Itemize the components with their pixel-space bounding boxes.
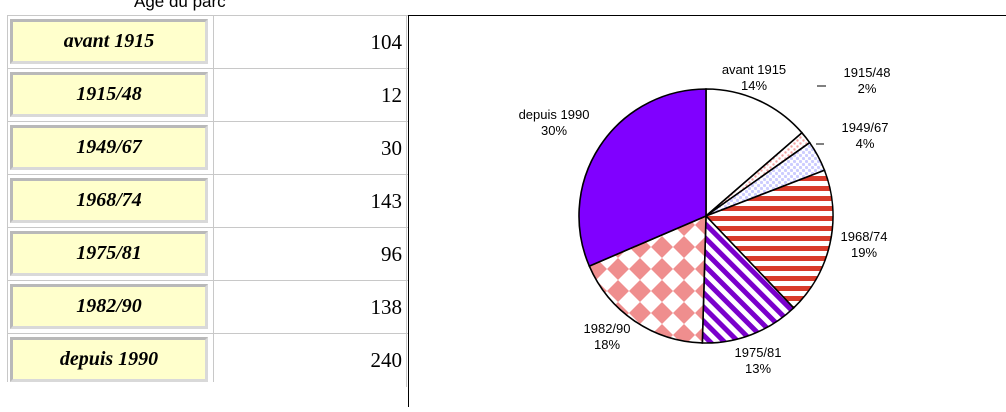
pie-chart: avant 191514%1915/482%1949/674%1968/7419… — [409, 16, 1006, 407]
slice-percent-label: 2% — [858, 81, 877, 96]
slice-category-label: depuis 1990 — [519, 107, 590, 122]
slice-percent-label: 30% — [541, 123, 567, 138]
table-row: 1968/74 143 — [7, 175, 408, 228]
row-value: 138 — [213, 281, 407, 334]
row-label: 1915/48 — [10, 72, 208, 117]
slice-percent-label: 14% — [741, 78, 767, 93]
slice-percent-label: 13% — [745, 361, 771, 376]
table-row: 1982/90 138 — [7, 281, 408, 334]
slice-category-label: 1975/81 — [735, 345, 782, 360]
row-value: 143 — [213, 175, 407, 228]
table-row: depuis 1990 240 — [7, 334, 408, 382]
row-value: 104 — [213, 16, 407, 69]
row-label: 1982/90 — [10, 284, 208, 329]
row-value: 12 — [213, 69, 407, 122]
slice-category-label: 1949/67 — [842, 120, 889, 135]
data-table: avant 1915 104 1915/48 12 1949/67 30 1968/74 14… — [7, 15, 408, 382]
table-caption: Age du parc — [134, 0, 226, 12]
row-label: depuis 1990 — [10, 337, 208, 382]
row-label: 1949/67 — [10, 125, 208, 170]
slice-category-label: 1982/90 — [584, 321, 631, 336]
slice-percent-label: 19% — [851, 245, 877, 260]
slice-category-label: 1968/74 — [841, 229, 888, 244]
row-value: 30 — [213, 122, 407, 175]
table-row: 1975/81 96 — [7, 228, 408, 281]
slice-category-label: 1915/48 — [844, 65, 891, 80]
row-label: 1975/81 — [10, 231, 208, 276]
pie-chart-frame: avant 1915 14% 1915/48 2% 1949/67 4% 1968/74 19… — [408, 15, 1006, 407]
row-value: 96 — [213, 228, 407, 281]
row-label: avant 1915 — [10, 19, 208, 64]
table-row: 1949/67 30 — [7, 122, 408, 175]
table-row: 1915/48 12 — [7, 69, 408, 122]
row-label: 1968/74 — [10, 178, 208, 223]
row-value: 240 — [213, 334, 407, 387]
slice-category-label: avant 1915 — [722, 62, 786, 77]
slice-percent-label: 4% — [856, 136, 875, 151]
table-row: avant 1915 104 — [7, 16, 408, 69]
slice-percent-label: 18% — [594, 337, 620, 352]
